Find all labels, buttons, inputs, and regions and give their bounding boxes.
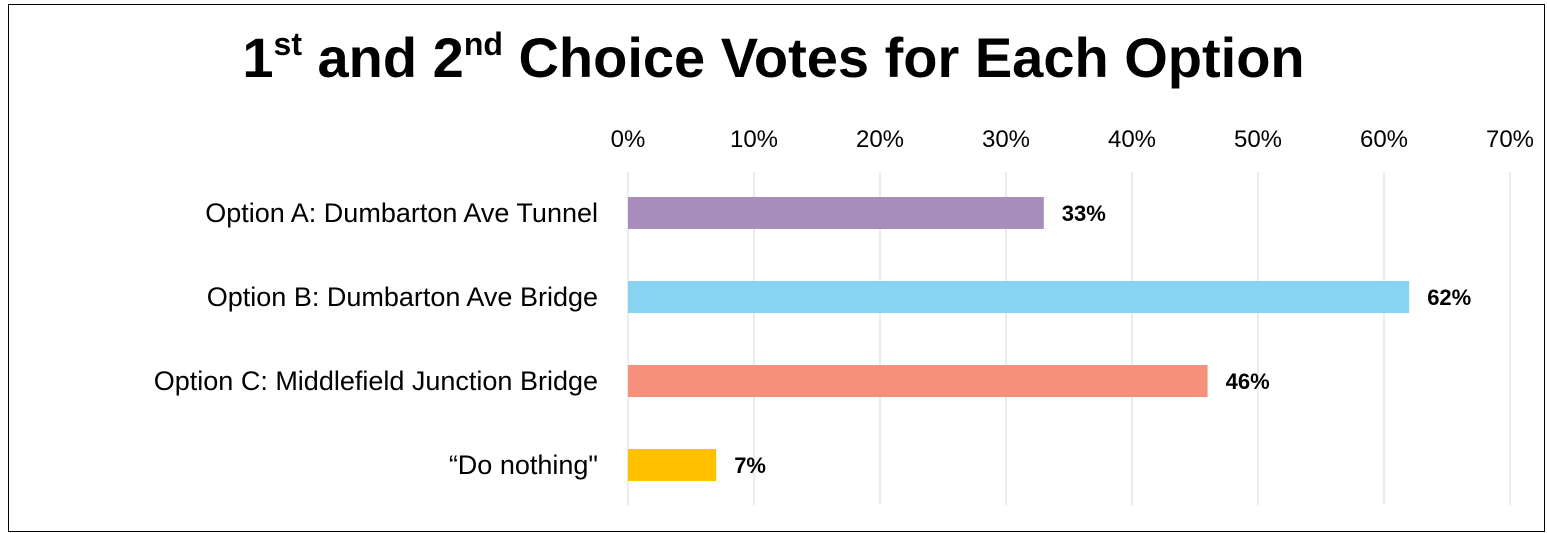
bar: [628, 449, 717, 481]
x-tick-label: 20%: [856, 126, 904, 153]
title-part1-superscript: st: [273, 26, 302, 62]
data-label: 33%: [1062, 201, 1106, 226]
x-tick-label: 50%: [1234, 126, 1282, 153]
category-label: Option B: Dumbarton Ave Bridge: [207, 282, 598, 312]
bar: [628, 197, 1044, 229]
category-label: Option C: Middlefield Junction Bridge: [154, 366, 598, 396]
data-label: 7%: [734, 453, 766, 478]
x-tick-label: 10%: [730, 126, 778, 153]
x-tick-label: 60%: [1360, 126, 1408, 153]
x-tick-label: 40%: [1108, 126, 1156, 153]
data-label: 46%: [1226, 369, 1270, 394]
x-tick-label: 0%: [611, 126, 646, 153]
category-label: Option A: Dumbarton Ave Tunnel: [205, 198, 598, 228]
data-label: 62%: [1427, 285, 1471, 310]
chart-title: 1st and 2nd Choice Votes for Each Option: [0, 28, 1547, 86]
title-part2-superscript: nd: [463, 26, 503, 62]
title-part2-number: 2: [432, 26, 464, 89]
x-tick-label: 70%: [1486, 126, 1534, 153]
title-rest-text: Choice Votes for Each Option: [502, 26, 1305, 89]
chart-frame: [8, 4, 1545, 532]
bar: [628, 365, 1208, 397]
x-tick-label: 30%: [982, 126, 1030, 153]
bar: [628, 281, 1410, 313]
category-label: “Do nothing": [449, 450, 598, 480]
title-mid-text: and: [301, 26, 433, 89]
title-part1-number: 1: [242, 26, 274, 89]
